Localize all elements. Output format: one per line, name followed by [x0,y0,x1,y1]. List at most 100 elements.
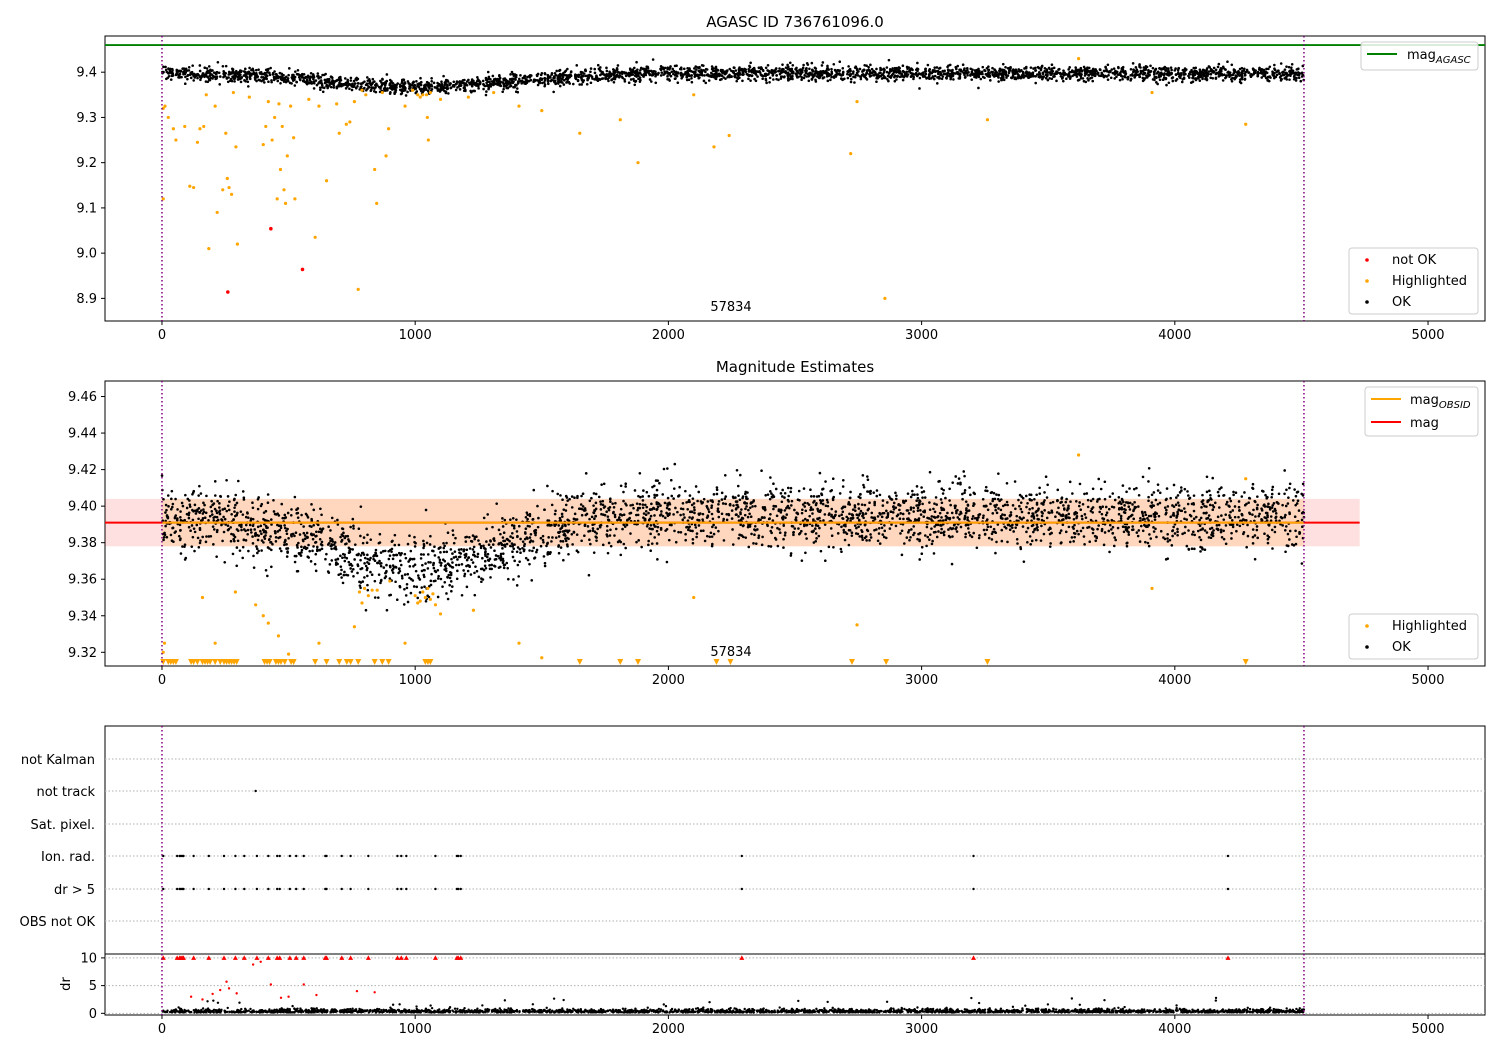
ok-point [747,77,750,81]
ok-point [223,517,227,521]
highlighted-point [207,247,211,251]
ok-point [559,494,562,497]
x-tick-label: 4000 [1158,328,1191,343]
ok-point [866,478,870,481]
ok-point [795,69,798,72]
ok-point [688,67,691,70]
ok-point [341,534,345,538]
ok-point [460,593,464,597]
ok-point [315,534,318,538]
ok-point [764,66,768,70]
ok-point [700,64,704,67]
ok-point [1040,524,1043,528]
ok-point [568,82,572,85]
ok-point [981,65,985,69]
ok-point [1147,495,1150,499]
ok-point [961,63,965,67]
ok-point [1283,515,1287,519]
ok-point [692,506,696,509]
highlighted-point [425,115,429,120]
ok-point [539,536,543,540]
ok-point [872,491,876,494]
ok-point [556,76,560,79]
ok-point [1039,539,1043,542]
ok-point [1206,516,1210,520]
ok-point [296,68,300,72]
ok-point [607,79,610,83]
ok-point [484,93,488,97]
ok-point [849,77,853,81]
ok-point [300,545,303,549]
ok-point [194,73,198,76]
ok-point [1205,67,1209,70]
ok-point [1079,72,1082,76]
ok-point [1065,77,1068,81]
ok-point [700,68,703,72]
ok-point [897,503,900,507]
ok-point [649,508,652,512]
ok-point [1089,499,1093,503]
ok-point [880,526,884,530]
ok-point [1262,70,1266,74]
ok-point [214,77,217,81]
highlighted-point [277,102,281,106]
ok-point [497,528,501,532]
ok-point [961,497,964,501]
ok-point [424,508,428,512]
ok-point [701,512,705,516]
ok-point [608,70,611,74]
ok-point [1258,512,1261,516]
highlighted-point [418,95,422,99]
highlighted-point [1150,90,1154,95]
ok-point [1038,492,1042,495]
ok-point [659,64,663,68]
ok-point [1034,69,1037,72]
ok-point [1087,74,1091,77]
ok-point [1040,64,1044,68]
ok-point [301,73,304,77]
ok-point [1216,65,1220,69]
ok-point [1020,510,1024,514]
highlighted-point [540,109,544,113]
ok-point [1107,73,1110,77]
ok-point [186,74,189,78]
ok-point [734,69,738,72]
ok-point [901,78,905,82]
ok-point [180,75,183,79]
ok-point [325,83,329,87]
ok-point [1050,69,1053,72]
ok-point [1251,528,1255,531]
highlighted-point [692,93,696,97]
ok-point [660,71,664,74]
ok-point [1299,79,1303,83]
ok-point [302,525,305,528]
ok-point [906,492,910,495]
highlighted-point [356,287,360,291]
ok-point [1026,526,1030,530]
x-tick-label: 5000 [1411,328,1444,343]
ok-point [691,538,695,541]
ok-point [1025,530,1028,534]
ok-point [1255,525,1259,528]
ok-point [644,509,648,513]
ok-point [1091,531,1095,535]
ok-point [672,72,675,76]
ok-point [184,75,187,79]
highlighted-point [188,184,192,188]
ok-point [1081,77,1085,80]
ok-point [514,90,518,94]
ok-point [925,77,928,80]
ok-point [1043,70,1046,73]
ok-point [935,66,939,69]
ok-point [359,534,362,538]
ok-point [1080,70,1084,73]
ok-point [209,73,213,76]
ok-point [283,524,286,527]
ok-point [1062,73,1066,77]
ok-point [1048,77,1051,80]
ok-point [627,81,631,84]
ok-point [1194,77,1198,80]
highlighted-point [618,118,622,122]
ok-point [566,518,569,522]
